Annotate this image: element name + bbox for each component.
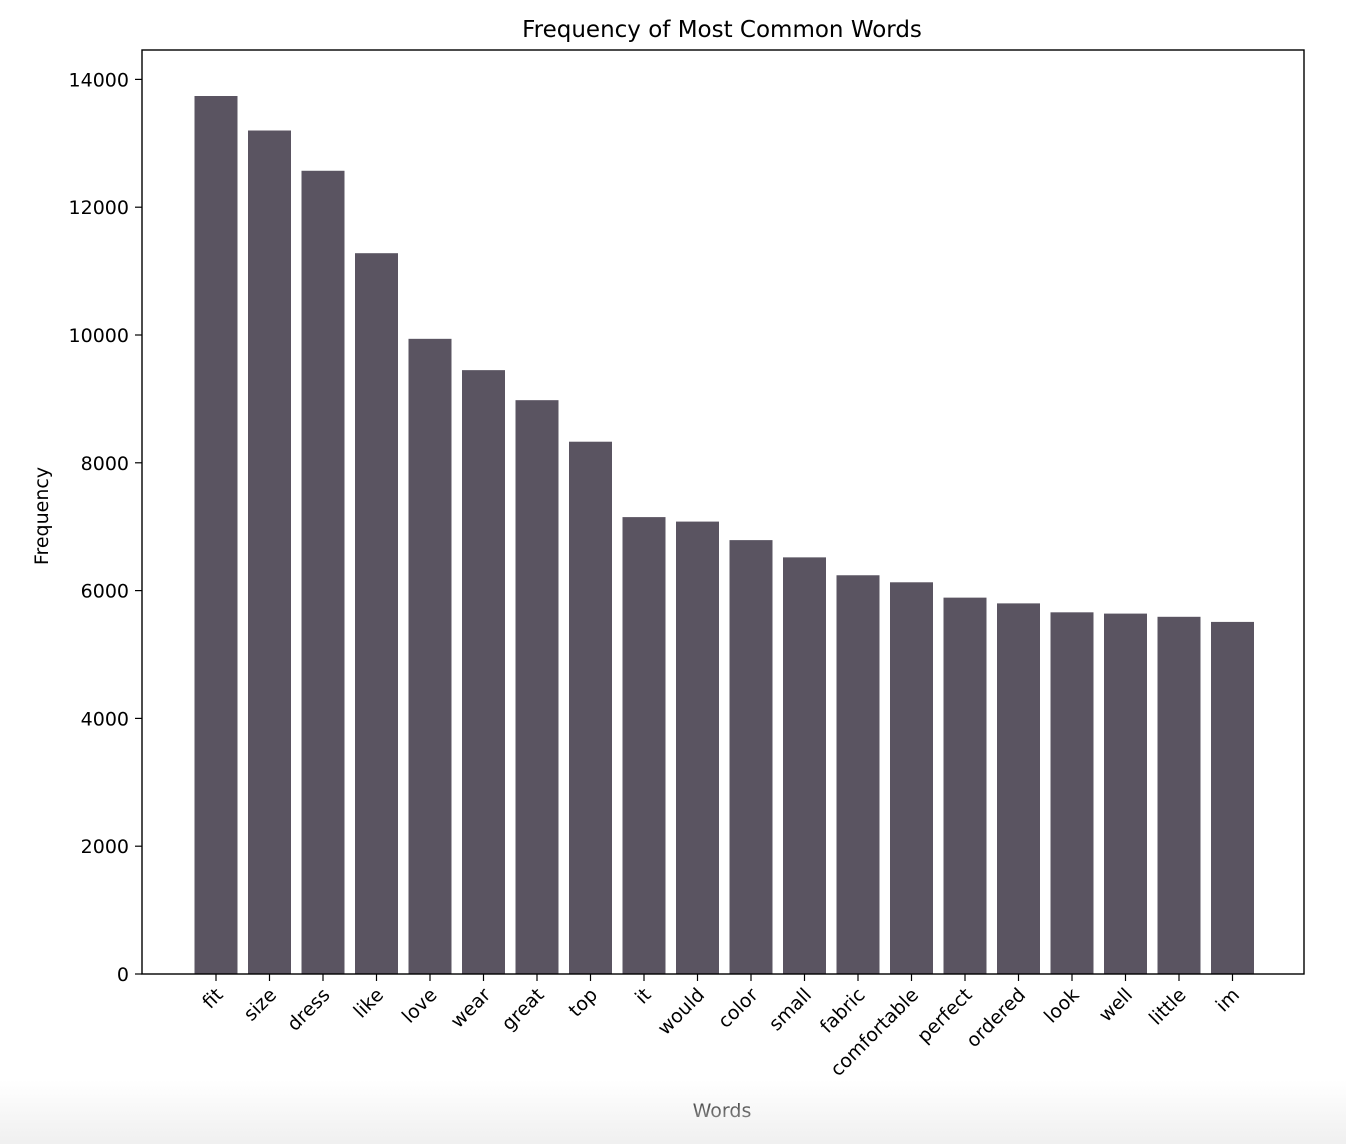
bar-dress <box>301 170 345 974</box>
chart-title: Frequency of Most Common Words <box>522 17 922 43</box>
bar-top <box>569 441 612 975</box>
y-tick-label: 2000 <box>81 836 129 858</box>
x-tick-label: wear <box>446 984 495 1033</box>
y-tick-label: 12000 <box>69 197 129 219</box>
bar-fit <box>194 96 238 974</box>
x-tick-label: top <box>564 984 602 1022</box>
bar-like <box>355 253 398 974</box>
x-tick-label: color <box>714 984 763 1033</box>
bar-im <box>1211 621 1254 974</box>
bar-fabric <box>836 575 880 974</box>
x-tick-label: little <box>1145 984 1191 1030</box>
bars-group <box>194 96 1254 975</box>
y-tick-label: 4000 <box>81 708 129 730</box>
plot-frame <box>141 49 1305 975</box>
bar-size <box>248 130 291 974</box>
x-tick-label: dress <box>283 984 335 1036</box>
bar-great <box>515 400 559 974</box>
y-tick-label: 6000 <box>81 581 129 603</box>
x-tick-label: great <box>497 984 548 1035</box>
y-tick-label: 10000 <box>69 325 129 347</box>
y-tick-label: 0 <box>117 964 129 986</box>
x-tick-label: small <box>765 984 816 1035</box>
x-tick-label: would <box>653 984 709 1040</box>
bar-look <box>1050 612 1094 974</box>
x-axis-label: Words <box>693 1100 752 1122</box>
bar-would <box>676 521 719 974</box>
bar-perfect <box>943 597 987 974</box>
x-tick-label: well <box>1095 984 1137 1026</box>
bar-love <box>408 338 452 975</box>
bar-it <box>622 517 666 974</box>
x-tick-label: im <box>1212 984 1244 1016</box>
x-tick-label: fit <box>198 984 227 1013</box>
bar-ordered <box>997 603 1040 974</box>
x-tick-label: look <box>1040 984 1084 1028</box>
bar-little <box>1157 616 1201 974</box>
x-tick-label: like <box>349 984 388 1023</box>
y-axis-label: Frequency <box>31 467 53 565</box>
x-tick-label: it <box>631 984 656 1009</box>
y-tick-label: 8000 <box>81 453 129 475</box>
x-tick-label: love <box>398 984 442 1028</box>
bar-small <box>783 557 826 974</box>
bar-color <box>729 540 773 974</box>
bar-comfortable <box>890 582 933 974</box>
y-axis: 0 2000 4000 6000 8000 10000 12000 14000 <box>69 69 142 986</box>
y-tick-label: 14000 <box>69 69 129 91</box>
x-tick-label: ordered <box>962 984 1030 1052</box>
x-tick-label: size <box>239 984 281 1026</box>
bar-well <box>1104 613 1147 974</box>
bar-wear <box>462 370 505 974</box>
